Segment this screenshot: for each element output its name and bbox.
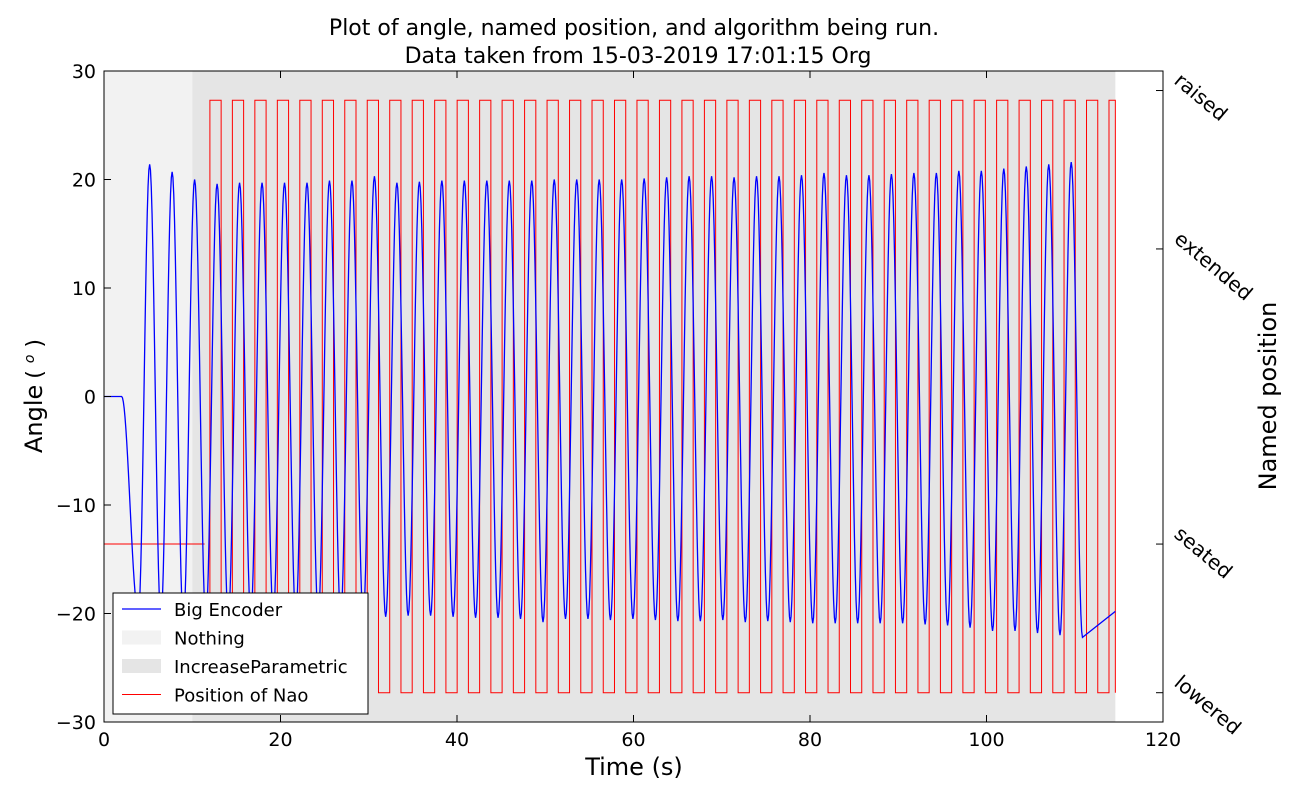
named-position-label: seated — [1170, 522, 1237, 584]
y-axis: −30 −20 −10 0 10 20 30 — [56, 61, 111, 734]
named-position-label: raised — [1170, 68, 1233, 126]
y-tick-label: 20 — [72, 170, 96, 192]
named-position-label: lowered — [1170, 670, 1246, 739]
y-tick-label: 10 — [72, 278, 96, 300]
legend-box — [112, 592, 369, 715]
legend-swatch-patch — [122, 630, 161, 645]
legend-label: IncreaseParametric — [174, 657, 348, 678]
legend-swatch-patch — [122, 659, 161, 673]
y-tick-label: 0 — [84, 387, 96, 409]
x-tick-label: 120 — [1145, 729, 1181, 751]
chart-title-line2: Data taken from 15-03-2019 17:01:15 Org — [405, 44, 872, 69]
legend-label: Big Encoder — [174, 600, 283, 621]
named-position-axis: raised extended seated lowered — [1156, 68, 1258, 739]
x-tick-label: 80 — [798, 729, 822, 751]
x-tick-label: 0 — [98, 729, 110, 751]
y-tick-label: 30 — [72, 61, 96, 83]
x-axis-label: Time (s) — [584, 753, 683, 781]
series-line-big-encoder — [104, 162, 1116, 639]
named-position-label: extended — [1170, 226, 1258, 305]
y-tick-label: −10 — [56, 495, 96, 517]
y-tick-label: −30 — [56, 712, 96, 734]
legend: Big Encoder Nothing IncreaseParametric Posi… — [112, 592, 369, 715]
y-axis-label: Angle( o ) — [20, 339, 48, 453]
x-tick-label: 60 — [621, 729, 645, 751]
legend-label: Position of Nao — [174, 686, 308, 707]
x-tick-label: 100 — [968, 729, 1004, 751]
y-tick-label: −20 — [56, 604, 96, 626]
x-tick-label: 40 — [445, 729, 469, 751]
chart-title-line1: Plot of angle, named position, and algor… — [329, 16, 939, 41]
x-tick-label: 20 — [268, 729, 292, 751]
legend-label: Nothing — [174, 629, 245, 650]
named-position-axis-label: Named position — [1254, 302, 1282, 491]
x-axis: 0 20 40 60 80 100 120 — [98, 71, 1181, 751]
